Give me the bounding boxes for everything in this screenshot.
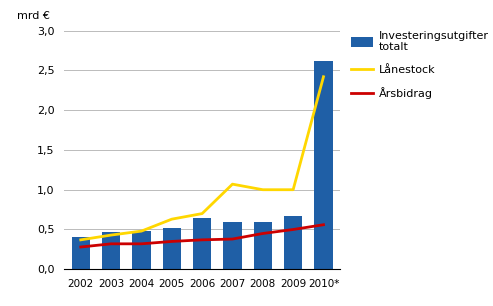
Bar bbox=[193, 218, 211, 269]
Bar bbox=[254, 222, 272, 269]
Bar bbox=[315, 61, 333, 269]
Bar bbox=[132, 231, 150, 269]
Bar bbox=[102, 232, 120, 269]
Bar bbox=[71, 237, 90, 269]
Bar bbox=[284, 216, 302, 269]
Legend: Investeringsutgifter
totalt, Lånestock, Årsbidrag: Investeringsutgifter totalt, Lånestock, … bbox=[351, 31, 489, 99]
Bar bbox=[163, 228, 181, 269]
Bar bbox=[223, 222, 242, 269]
Text: mrd €: mrd € bbox=[17, 11, 50, 21]
